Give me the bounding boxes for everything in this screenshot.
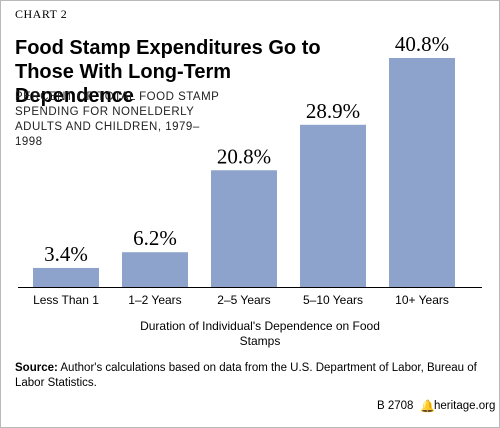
data-label-4: 28.9% bbox=[306, 99, 360, 123]
category-label-3: 2–5 Years bbox=[217, 293, 270, 307]
bar-1 bbox=[33, 267, 99, 287]
category-label-2: 1–2 Years bbox=[128, 293, 181, 307]
category-label-4: 5–10 Years bbox=[303, 293, 363, 307]
bell-icon: 🔔 bbox=[420, 399, 435, 413]
site-name: heritage.org bbox=[434, 400, 496, 412]
bar-3 bbox=[211, 170, 277, 287]
chart-number-label: CHART 2 bbox=[15, 7, 68, 21]
data-label-2: 6.2% bbox=[133, 226, 177, 250]
x-axis-title: Duration of Individual's Dependence on F… bbox=[140, 319, 380, 348]
bar-2 bbox=[122, 252, 188, 287]
source-text: Author's calculations based on data from… bbox=[15, 362, 477, 389]
chart-subtitle: PERCENT OF TOTAL FOOD STAMP SPENDING FOR… bbox=[15, 91, 220, 148]
category-label-5: 10+ Years bbox=[395, 293, 449, 307]
data-label-3: 20.8% bbox=[217, 144, 271, 168]
source-label: Source: bbox=[15, 362, 58, 374]
category-label-1: Less Than 1 bbox=[33, 293, 99, 307]
data-label-5: 40.8% bbox=[395, 32, 449, 56]
bar-4 bbox=[300, 124, 366, 288]
chart-title: Food Stamp Expenditures Go to Those With… bbox=[15, 37, 321, 107]
source-note: Source: Author's calculations based on d… bbox=[15, 361, 485, 391]
data-label-1: 3.4% bbox=[44, 242, 88, 266]
report-code: B 2708 bbox=[377, 400, 414, 412]
bar-5 bbox=[389, 58, 455, 287]
